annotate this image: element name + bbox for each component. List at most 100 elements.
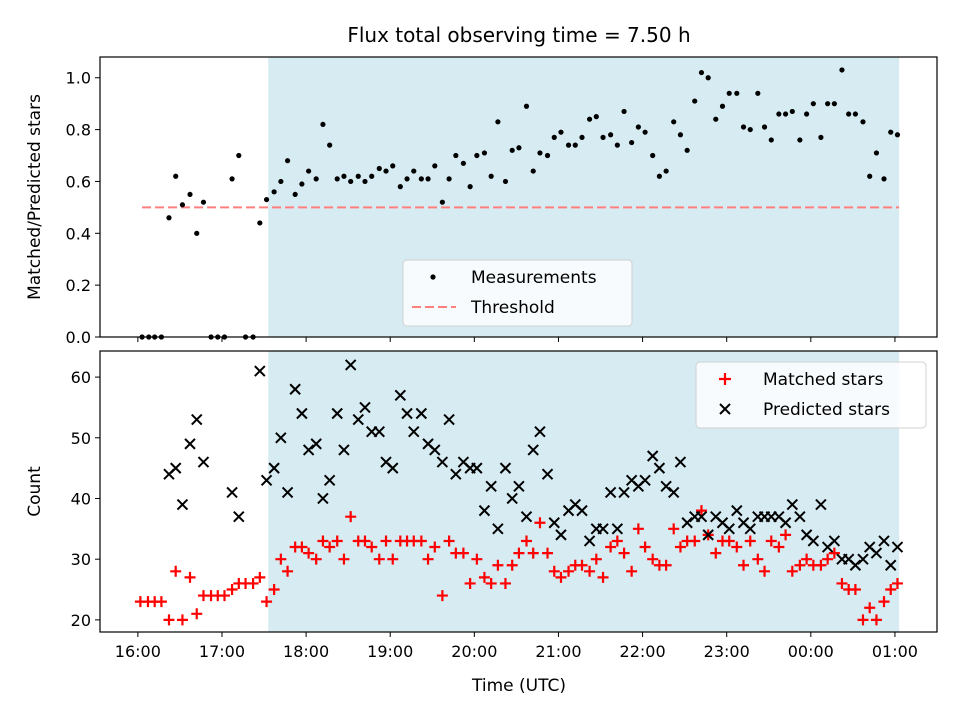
predicted-point xyxy=(744,523,756,535)
predicted-point xyxy=(268,462,280,474)
top-axes-frame xyxy=(99,56,938,338)
bottom-y-axis-label: Count xyxy=(25,466,45,517)
measurement-point xyxy=(565,142,572,148)
matched-point xyxy=(822,553,834,565)
measurement-point xyxy=(608,132,614,138)
matched-point xyxy=(373,553,385,565)
measurement-point xyxy=(509,147,515,153)
matched-point xyxy=(849,584,861,596)
bottom-y-tick-label: 50 xyxy=(71,429,91,448)
matched-point xyxy=(597,571,609,583)
predicted-point xyxy=(541,468,554,480)
predicted-point xyxy=(506,492,518,505)
predicted-point xyxy=(373,426,385,438)
measurement-point xyxy=(530,168,536,174)
x-tick-label: 01:00 xyxy=(872,642,918,661)
matched-point xyxy=(366,541,378,553)
measurement-point xyxy=(768,137,774,143)
matched-point xyxy=(478,571,490,583)
matched-point xyxy=(163,614,175,626)
measurement-point xyxy=(348,178,354,185)
matched-point xyxy=(668,523,680,535)
matched-point xyxy=(794,559,806,571)
measurement-point xyxy=(719,103,726,109)
matched-point xyxy=(191,608,203,620)
predicted-point xyxy=(338,444,350,456)
matched-point xyxy=(218,590,230,602)
matched-point xyxy=(744,535,756,547)
measurement-point xyxy=(831,101,837,107)
measurement-point xyxy=(810,101,816,107)
matched-point xyxy=(317,535,329,547)
x-tick-label: 19:00 xyxy=(367,642,413,661)
matched-point xyxy=(457,547,469,559)
predicted-point xyxy=(323,474,336,486)
matched-point xyxy=(492,559,504,571)
predicted-point xyxy=(674,456,687,468)
measurement-point xyxy=(236,152,242,159)
bottom-y-tick-label: 60 xyxy=(71,368,91,387)
matched-point xyxy=(689,535,701,547)
predicted-point xyxy=(520,510,533,523)
predicted-point xyxy=(653,462,666,474)
matched-point xyxy=(857,614,869,626)
x-tick-label: 22:00 xyxy=(620,642,666,661)
measurement-point xyxy=(579,134,585,140)
matched-point xyxy=(429,541,441,553)
measurement-point xyxy=(726,90,732,96)
matched-points xyxy=(134,505,903,626)
predicted-point xyxy=(639,474,651,486)
measurement-point xyxy=(341,173,347,179)
matched-point xyxy=(387,553,399,565)
matched-point xyxy=(576,559,588,571)
matched-point xyxy=(647,553,659,565)
matched-point xyxy=(338,553,350,565)
x-tick-label: 17:00 xyxy=(199,642,245,661)
matched-point xyxy=(296,541,308,553)
legend-threshold: Threshold xyxy=(470,298,555,318)
top-y-tick-label: 0.4 xyxy=(66,224,91,243)
predicted-point xyxy=(296,407,308,420)
matched-point xyxy=(471,553,483,565)
predicted-point xyxy=(807,535,820,547)
measurement-points xyxy=(139,67,901,340)
x-tick-label: 23:00 xyxy=(704,642,750,661)
matched-point xyxy=(464,577,476,589)
predicted-point xyxy=(667,486,680,499)
predicted-point xyxy=(849,559,862,571)
measurement-point xyxy=(299,181,305,187)
predicted-point xyxy=(857,553,869,565)
measurement-point xyxy=(544,152,551,159)
measurement-point xyxy=(439,199,445,205)
matched-point xyxy=(443,535,455,547)
predicted-point xyxy=(254,365,266,377)
measurement-point xyxy=(656,173,663,179)
matched-point xyxy=(710,547,722,559)
predicted-point xyxy=(401,407,413,420)
matched-point xyxy=(548,565,560,577)
measurement-point xyxy=(313,176,319,182)
predicted-point xyxy=(471,462,483,474)
x-tick-label: 20:00 xyxy=(451,642,497,661)
measurement-point xyxy=(460,160,467,166)
top-legend: Measurements Threshold xyxy=(402,259,633,327)
matched-point xyxy=(436,590,448,602)
predicted-point xyxy=(583,535,596,547)
matched-point xyxy=(226,584,238,596)
measurement-point xyxy=(846,111,852,117)
predicted-point xyxy=(786,498,799,511)
measurement-point xyxy=(397,184,403,190)
legend-measurement-marker xyxy=(430,274,436,280)
measurement-point xyxy=(852,111,859,117)
matched-point xyxy=(780,529,792,541)
measurement-point xyxy=(320,121,326,128)
measurement-point xyxy=(747,126,753,133)
matched-point xyxy=(584,565,596,577)
measurement-point xyxy=(705,75,711,81)
chart-title: Flux total observing time = 7.50 h xyxy=(347,23,690,47)
measurement-point xyxy=(495,119,501,125)
matched-point xyxy=(626,565,638,577)
matched-point xyxy=(527,547,539,559)
measurement-point xyxy=(467,184,473,190)
